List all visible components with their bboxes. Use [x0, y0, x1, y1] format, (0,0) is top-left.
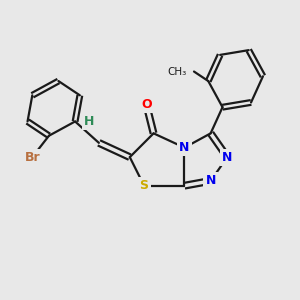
- Text: N: N: [179, 141, 190, 154]
- Text: O: O: [141, 98, 152, 111]
- Text: H: H: [84, 115, 94, 128]
- Text: N: N: [206, 174, 216, 188]
- Text: CH₃: CH₃: [168, 67, 187, 76]
- Text: N: N: [222, 151, 232, 164]
- Text: S: S: [140, 179, 148, 192]
- Text: Br: Br: [25, 151, 40, 164]
